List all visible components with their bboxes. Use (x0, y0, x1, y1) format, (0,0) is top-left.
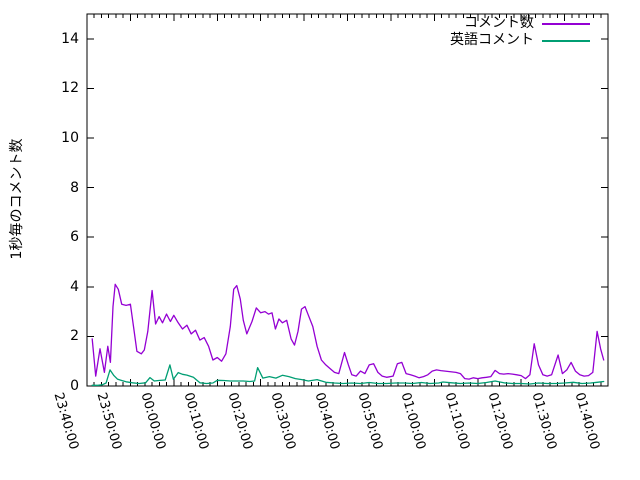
y-tick-label: 6 (70, 229, 79, 246)
y-tick-label: 2 (70, 328, 79, 345)
y-tick-label: 14 (61, 30, 79, 47)
y-tick-label: 0 (70, 378, 79, 394)
y-tick-label: 8 (70, 179, 79, 196)
y-tick-label: 4 (70, 278, 79, 295)
legend-entry: コメント数 (450, 15, 590, 32)
legend: コメント数 英語コメント (450, 15, 590, 49)
y-axis-label: 1秒毎のコメント数 (9, 138, 25, 260)
y-tick-label: 12 (61, 80, 79, 97)
legend-label: コメント数 (464, 15, 534, 31)
legend-line-sample (542, 22, 590, 25)
y-tick-label: 10 (61, 130, 79, 146)
legend-line-sample (542, 39, 590, 42)
legend-label: 英語コメント (450, 32, 534, 48)
legend-entry: 英語コメント (450, 32, 590, 49)
